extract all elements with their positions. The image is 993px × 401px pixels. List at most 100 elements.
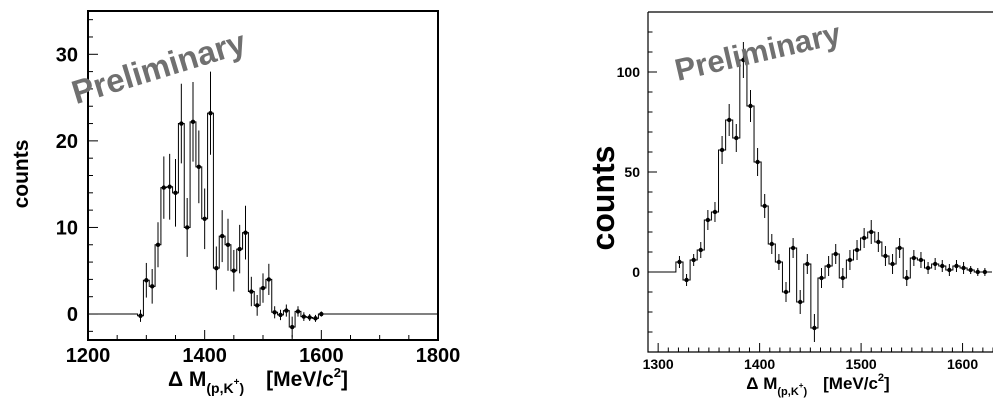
data-point (726, 104, 732, 136)
data-point (840, 268, 846, 288)
point-marker (208, 110, 213, 116)
data-point (202, 188, 207, 250)
point-marker (190, 119, 196, 125)
point-marker (301, 314, 307, 319)
data-point (677, 256, 682, 268)
data-point (911, 250, 917, 266)
data-point (698, 242, 703, 258)
data-point (932, 258, 938, 270)
point-marker (961, 265, 966, 271)
data-point (301, 312, 307, 321)
data-point (925, 262, 931, 274)
y-tick-label: 50 (624, 164, 640, 180)
point-marker (982, 269, 988, 275)
data-point (968, 266, 973, 274)
point-marker (911, 255, 917, 261)
point-marker (954, 263, 959, 269)
data-point (167, 153, 172, 220)
data-point (313, 314, 318, 322)
right-histogram (648, 59, 992, 329)
data-point (691, 254, 696, 266)
left-tick-labels: 1200 1400 1600 1800 0 10 20 30 (56, 44, 461, 367)
point-marker (214, 265, 219, 271)
data-point (961, 262, 966, 274)
data-point (155, 222, 161, 268)
data-point (783, 282, 789, 302)
point-marker (155, 242, 161, 247)
point-marker (712, 209, 718, 215)
point-marker (179, 121, 184, 126)
point-marker (243, 230, 248, 235)
point-marker (266, 277, 272, 282)
y-tick-label: 0 (67, 304, 78, 326)
data-point (190, 81, 196, 162)
x-tick-label: 1400 (744, 356, 775, 372)
left-x-axis-label: Δ M(p,K+) [MeV/c2] (168, 365, 348, 396)
point-marker (289, 324, 295, 330)
left-histogram (88, 112, 437, 328)
data-point (741, 42, 746, 78)
data-point (184, 198, 190, 257)
point-marker (940, 263, 945, 269)
point-marker (231, 268, 237, 273)
histogram-step-line (88, 112, 437, 328)
point-marker (790, 245, 796, 251)
point-marker (278, 312, 283, 318)
point-marker (149, 284, 155, 289)
left-ticks (87, 19, 439, 340)
point-marker (307, 315, 312, 320)
data-point (295, 306, 301, 317)
point-marker (184, 225, 190, 230)
y-tick-label: 10 (56, 217, 78, 239)
point-marker (876, 239, 881, 245)
data-point (769, 234, 774, 254)
data-point (975, 268, 980, 276)
data-point (161, 156, 167, 219)
point-marker (762, 203, 767, 209)
point-marker (173, 190, 178, 196)
point-marker (219, 233, 225, 239)
data-point (876, 232, 881, 252)
right-histogram-panel: 1300 1400 1500 1600 0 50 100 counts Δ M(p,K+)[… (585, 11, 993, 398)
x-tick-label: 1200 (66, 345, 111, 367)
point-marker (883, 253, 888, 259)
data-point (861, 228, 867, 248)
point-marker (691, 257, 696, 263)
point-marker (313, 316, 318, 321)
data-point (684, 274, 689, 286)
data-point (138, 309, 143, 322)
x-tick-label: 1600 (947, 356, 978, 372)
data-point (144, 262, 149, 298)
data-point (734, 124, 739, 152)
data-point (254, 294, 260, 316)
data-point (748, 90, 753, 122)
point-marker (284, 308, 289, 313)
point-marker (925, 265, 931, 271)
point-marker (260, 285, 266, 291)
data-point (982, 268, 988, 276)
data-point (272, 306, 277, 319)
point-marker (237, 246, 242, 252)
data-point (284, 304, 289, 317)
point-marker (726, 117, 732, 123)
point-marker (932, 261, 938, 267)
y-tick-label: 30 (56, 44, 78, 66)
point-marker (684, 277, 689, 283)
data-point (847, 250, 853, 270)
point-marker (776, 259, 782, 265)
point-marker (869, 229, 874, 235)
data-point (705, 210, 711, 230)
data-point (833, 244, 838, 264)
data-point (237, 224, 242, 274)
x-tick-label: 1400 (182, 345, 227, 367)
point-marker (918, 257, 924, 263)
point-marker (890, 261, 895, 267)
point-marker (819, 275, 824, 281)
data-point (897, 238, 902, 258)
data-point (954, 260, 959, 272)
point-marker (854, 247, 860, 253)
point-marker (861, 235, 867, 241)
data-point (243, 205, 248, 260)
point-marker (897, 245, 902, 251)
x-tick-label: 1500 (846, 356, 877, 372)
